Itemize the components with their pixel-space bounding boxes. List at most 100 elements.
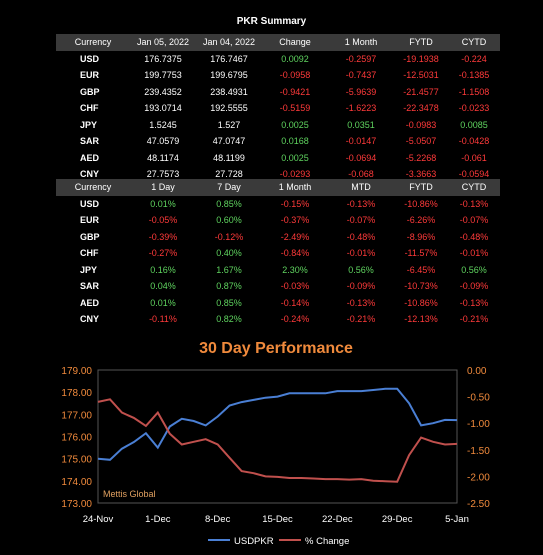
table-cell: 0.0025 bbox=[281, 152, 309, 163]
currency-code: AED bbox=[80, 152, 100, 163]
table-cell: 176.7375 bbox=[144, 53, 182, 64]
table-cell: -0.13% bbox=[346, 297, 376, 308]
x-axis-tick-label: 1-Dec bbox=[145, 514, 171, 525]
table-cell: 0.56% bbox=[461, 264, 487, 275]
usdpkr-line bbox=[97, 387, 458, 461]
right-axis-tick-label: 0.00 bbox=[467, 366, 487, 377]
table-row: USD 0.01% 0.85% -0.15% -0.13% -10.86% -0.13% bbox=[56, 196, 500, 213]
x-axis-tick-label: 15-Dec bbox=[262, 514, 293, 525]
table-cell: -0.13% bbox=[346, 198, 376, 209]
table-cell: -19.1938 bbox=[403, 53, 439, 64]
plot-frame bbox=[97, 369, 458, 504]
table-row: GBP 239.4352 238.4931 -0.9421 -5.9639 -21.457… bbox=[56, 84, 500, 101]
chart-title: 30 Day Performance bbox=[199, 340, 353, 357]
currency-code: EUR bbox=[80, 70, 100, 81]
table-cell: 0.60% bbox=[216, 215, 242, 226]
column-header: CYTD bbox=[461, 182, 487, 193]
table-cell: -0.0293 bbox=[279, 169, 311, 180]
currency-code: JPY bbox=[80, 264, 98, 275]
table-cell: 27.728 bbox=[215, 169, 243, 180]
table-row: JPY 1.5245 1.527 0.0025 0.0351 -0.0983 0.0085 bbox=[56, 117, 500, 134]
table-cell: -12.13% bbox=[404, 314, 438, 325]
table-cell: 47.0747 bbox=[212, 136, 246, 147]
table-cell: -0.14% bbox=[280, 297, 310, 308]
table-cell: 176.7467 bbox=[210, 53, 248, 64]
table-cell: 0.82% bbox=[216, 314, 242, 325]
table-cell: -0.061 bbox=[461, 152, 487, 163]
left-axis-tick-label: 178.00 bbox=[61, 388, 92, 399]
table-row: EUR -0.05% 0.60% -0.37% -0.07% -6.26% -0.07% bbox=[56, 212, 500, 229]
left-axis-tick-label: 173.00 bbox=[61, 499, 92, 510]
table-cell: 2.30% bbox=[282, 264, 308, 275]
currency-code: CNY bbox=[80, 169, 100, 180]
left-axis-tick-label: 177.00 bbox=[61, 410, 92, 421]
column-header: Change bbox=[279, 37, 311, 48]
table-row: AED 0.01% 0.85% -0.14% -0.13% -10.86% -0.13% bbox=[56, 295, 500, 312]
table-cell: -0.24% bbox=[280, 314, 310, 325]
table-cell: -5.2268 bbox=[405, 152, 437, 163]
x-axis-tick-label: 22-Dec bbox=[322, 514, 353, 525]
x-axis-tick-label: 29-Dec bbox=[382, 514, 413, 525]
table-cell: -0.03% bbox=[280, 281, 310, 292]
right-axis-tick-label: -2.50 bbox=[467, 499, 490, 510]
table-cell: -12.5031 bbox=[403, 70, 439, 81]
table-cell: -0.068 bbox=[348, 169, 374, 180]
table-cell: -0.9421 bbox=[279, 86, 311, 97]
table-cell: 1.67% bbox=[216, 264, 242, 275]
table-cell: -1.1508 bbox=[458, 86, 490, 97]
table-cell: -0.0958 bbox=[279, 70, 311, 81]
x-axis-tick-label: 24-Nov bbox=[83, 514, 114, 525]
left-axis-tick-label: 174.00 bbox=[61, 477, 92, 488]
currency-code: CHF bbox=[80, 248, 99, 259]
table-cell: 0.0351 bbox=[347, 119, 375, 130]
table-cell: -0.0428 bbox=[458, 136, 490, 147]
table-cell: 192.5555 bbox=[210, 103, 248, 114]
column-header: MTD bbox=[351, 182, 371, 193]
watermark: Mettis Global bbox=[103, 489, 156, 499]
column-header: 7 Day bbox=[217, 182, 241, 193]
table-cell: 199.6795 bbox=[210, 70, 248, 81]
table-row: CHF -0.27% 0.40% -0.84% -0.01% -11.57% -0.01% bbox=[56, 245, 500, 262]
table-cell: -0.48% bbox=[346, 231, 376, 242]
currency-code: SAR bbox=[80, 281, 100, 292]
performance-chart: 30 Day Performance 173.00 174.00 175.00 176… bbox=[61, 340, 490, 547]
table-row: AED 48.1174 48.1199 0.0025 -0.0694 -5.2268 -0.… bbox=[56, 150, 500, 167]
column-header: 1 Month bbox=[278, 182, 312, 193]
table-cell: -0.84% bbox=[280, 248, 310, 259]
currency-code: SAR bbox=[80, 136, 100, 147]
currency-code: AED bbox=[80, 297, 100, 308]
rates-table: Currency Jan 05, 2022 Jan 04, 2022 Change 1 … bbox=[56, 34, 500, 183]
table-row: CHF 193.0714 192.5555 -0.5159 -1.6223 -22.347… bbox=[56, 100, 500, 117]
percent-change-table: Currency 1 Day 7 Day 1 Month MTD FYTD CYTD USD 0… bbox=[56, 179, 500, 328]
table-cell: -8.96% bbox=[406, 231, 436, 242]
table-cell: -0.15% bbox=[280, 198, 310, 209]
table-cell: 0.85% bbox=[216, 297, 242, 308]
legend-label-usdpkr: USDPKR bbox=[234, 536, 274, 547]
left-axis-tick-label: 176.00 bbox=[61, 433, 92, 444]
table-cell: 0.01% bbox=[150, 198, 176, 209]
table-cell: 0.40% bbox=[216, 248, 242, 259]
table-row: CNY 27.7573 27.728 -0.0293 -0.068 -3.3663 -0.0… bbox=[56, 166, 500, 183]
table-cell: 193.0714 bbox=[144, 103, 182, 114]
table-cell: -0.224 bbox=[461, 53, 487, 64]
currency-code: USD bbox=[80, 198, 100, 209]
table-cell: 0.87% bbox=[216, 281, 242, 292]
table-cell: 1.5245 bbox=[149, 119, 177, 130]
table-cell: 0.01% bbox=[150, 297, 176, 308]
table-cell: 0.0168 bbox=[281, 136, 309, 147]
table-cell: -0.07% bbox=[459, 215, 489, 226]
column-header: FYTD bbox=[409, 182, 433, 193]
table-cell: -0.39% bbox=[148, 231, 178, 242]
column-header: 1 Month bbox=[344, 37, 378, 48]
table-cell: -0.27% bbox=[148, 248, 178, 259]
column-header: 1 Day bbox=[151, 182, 175, 193]
table-cell: -0.01% bbox=[346, 248, 376, 259]
table-cell: -0.13% bbox=[459, 297, 489, 308]
x-axis-tick-label: 5-Jan bbox=[445, 514, 469, 525]
table-cell: 238.4931 bbox=[210, 86, 248, 97]
table-cell: -0.05% bbox=[148, 215, 178, 226]
table-row: SAR 0.04% 0.87% -0.03% -0.09% -10.73% -0.09% bbox=[56, 278, 500, 295]
table-cell: -0.21% bbox=[346, 314, 376, 325]
column-header: Jan 04, 2022 bbox=[202, 37, 256, 48]
table-cell: -10.86% bbox=[404, 198, 438, 209]
